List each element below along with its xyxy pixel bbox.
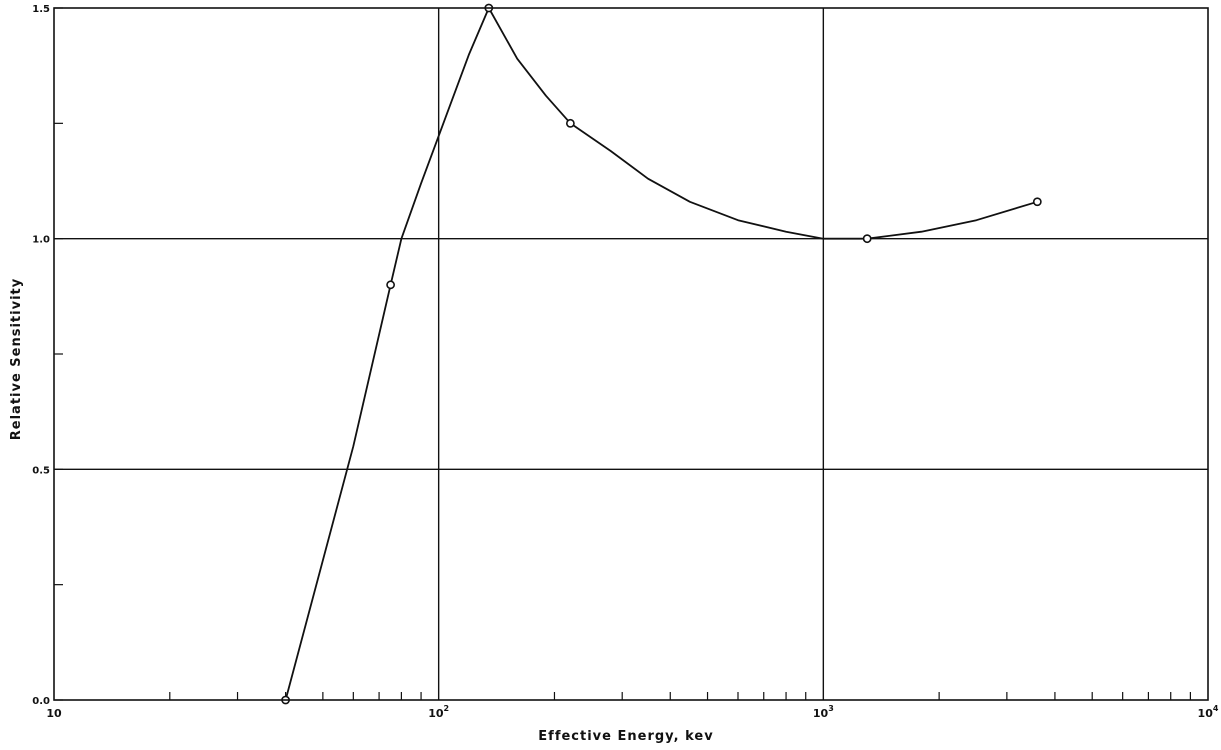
x-tick-base: 10 [813,707,829,720]
series-layer [281,3,1042,705]
x-tick-label: 102 [428,704,449,720]
x-tick-exponent: 4 [1213,704,1219,713]
grid-layer [54,8,1208,700]
series-line [284,7,1039,701]
tick-labels-layer: 0.00.51.01.510 102 103 104 [32,4,1219,720]
y-tick-label: 1.0 [32,235,50,246]
x-axis-label: Effective Energy, kev [538,729,713,744]
y-tick-label: 0.5 [32,465,50,476]
x-tick-base: 10 [46,707,62,720]
y-axis-label: Relative Sensitivity [9,278,24,440]
x-tick-base: 10 [1198,707,1214,720]
x-tick-label: 104 [1198,704,1219,720]
data-point-marker [1032,197,1042,207]
x-tick-exponent: 2 [444,704,450,713]
data-point-marker [862,234,872,244]
y-tick-label: 1.5 [32,4,50,15]
data-point-marker [565,118,575,128]
x-tick-label: 103 [813,704,834,720]
y-tick-label: 0.0 [32,696,50,707]
ticks-layer [54,7,1191,701]
data-point-marker [386,280,396,290]
x-tick-exponent: 3 [828,704,834,713]
x-tick-base: 10 [428,707,444,720]
x-tick-label: 10 [46,707,62,720]
plot-frame [53,7,1209,701]
